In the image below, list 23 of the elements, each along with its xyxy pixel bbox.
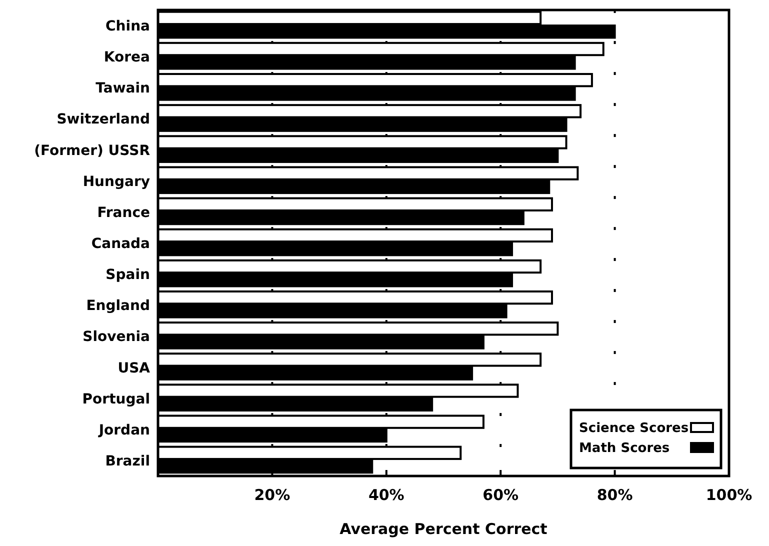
x-tick-label: 80% [596, 486, 633, 504]
y-tick-label: Canada [91, 236, 150, 252]
y-tick-label: USA [118, 360, 150, 376]
y-tick-label: Tawain [96, 80, 150, 97]
y-tick-label: China [106, 18, 150, 35]
x-tick-label: 40% [368, 486, 404, 504]
legend-label: Science Scores [579, 421, 689, 436]
x-tick-label: 60% [482, 486, 519, 504]
y-tick-label: Hungary [82, 174, 150, 190]
legend-label: Math Scores [579, 441, 670, 456]
y-tick-label: Spain [106, 267, 150, 284]
y-tick-label: Korea [104, 50, 150, 66]
x-tick-label: 20% [254, 486, 290, 504]
y-tick-label: Portugal [82, 391, 150, 408]
y-tick-label: France [97, 204, 150, 221]
y-tick-label: (Former) USSR [34, 142, 150, 159]
y-tick-label: Jordan [98, 422, 150, 438]
x-axis-title: Average Percent Correct [340, 520, 548, 538]
y-tick-label: England [86, 298, 150, 314]
y-tick-label: Brazil [105, 453, 150, 470]
y-tick-label: Slovenia [82, 329, 150, 346]
y-tick-label: Switzerland [56, 112, 150, 128]
x-tick-label: 100% [706, 486, 752, 504]
